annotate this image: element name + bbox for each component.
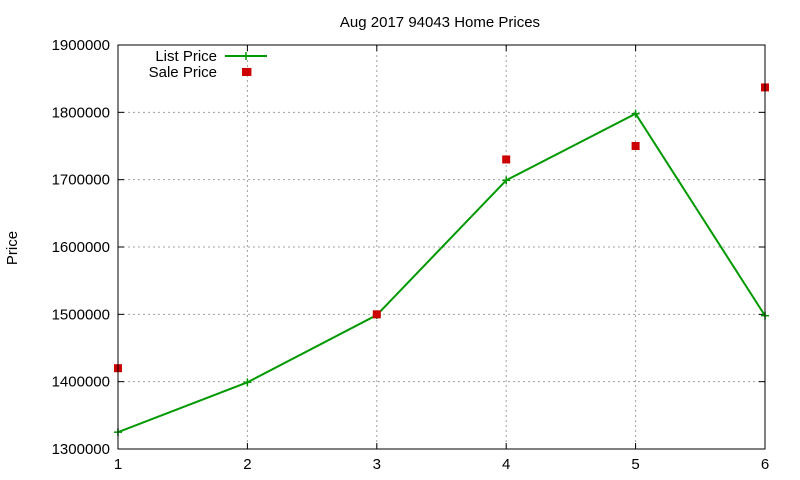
- sale-price-point: [502, 155, 511, 164]
- x-tick-label: 3: [373, 456, 381, 473]
- x-tick-label: 6: [761, 456, 769, 473]
- y-tick-label: 1800000: [52, 104, 110, 121]
- y-axis-label: Price: [4, 231, 21, 265]
- x-tick-label: 2: [243, 456, 251, 473]
- y-tick-label: 1700000: [52, 172, 110, 189]
- plot-series: [114, 67, 769, 437]
- y-tick-label: 1900000: [52, 37, 110, 54]
- y-tick-label: 1300000: [52, 441, 110, 458]
- list-price-point: [243, 378, 252, 387]
- x-tick-label: 1: [114, 456, 122, 473]
- list-price-line: [117, 112, 766, 434]
- sale-price-point: [631, 142, 640, 150]
- sale-price-point: [372, 310, 381, 319]
- list-price-point: [631, 109, 640, 118]
- list-price-point: [502, 176, 511, 185]
- tick-labels: 1 2 3 4 5 6 1300000 1400000 1500000 1600000 170000…: [52, 37, 770, 473]
- y-tick-label: 1500000: [52, 306, 110, 323]
- y-tick-label: 1400000: [52, 374, 110, 391]
- legend-label: List Price: [155, 48, 217, 65]
- legend-square-marker: [242, 68, 250, 76]
- x-tick-label: 5: [631, 456, 639, 473]
- legend-plus-marker: [242, 52, 250, 60]
- x-tick-label: 4: [502, 456, 510, 473]
- plot-border: [117, 44, 766, 450]
- legend-label: Sale Price: [149, 64, 217, 81]
- chart-title: Aug 2017 94043 Home Prices: [340, 14, 540, 31]
- y-tick-label: 1600000: [52, 239, 110, 256]
